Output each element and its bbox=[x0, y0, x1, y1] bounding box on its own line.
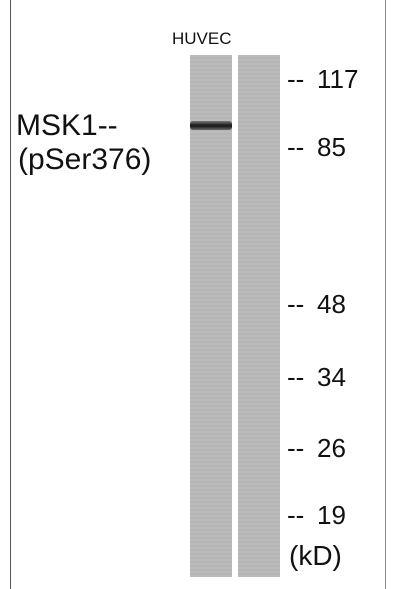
blot-lane-1 bbox=[190, 55, 232, 577]
marker-value: 85 bbox=[317, 132, 346, 162]
marker-value: 26 bbox=[317, 433, 346, 463]
marker-value: 19 bbox=[317, 500, 346, 530]
marker-26: -- 26 bbox=[287, 435, 346, 461]
marker-value: 117 bbox=[317, 64, 359, 94]
lane-label: HUVEC bbox=[172, 29, 232, 48]
marker-85: -- 85 bbox=[287, 134, 346, 160]
protein-name-label: MSK1-- bbox=[16, 109, 118, 142]
marker-dash: -- bbox=[287, 289, 305, 319]
marker-34: -- 34 bbox=[287, 364, 346, 390]
right-border-line bbox=[385, 0, 386, 589]
marker-19: -- 19 bbox=[287, 502, 346, 528]
unit-label: (kD) bbox=[289, 540, 342, 571]
protein-band bbox=[190, 121, 232, 130]
marker-dash: -- bbox=[287, 500, 305, 530]
marker-dash: -- bbox=[287, 64, 305, 94]
marker-dash: -- bbox=[287, 362, 305, 392]
marker-117: -- 117 bbox=[287, 66, 358, 92]
marker-dash: -- bbox=[287, 132, 305, 162]
blot-lane-2 bbox=[238, 55, 280, 577]
marker-dash: -- bbox=[287, 433, 305, 463]
marker-value: 48 bbox=[317, 289, 346, 319]
protein-site-label: (pSer376) bbox=[18, 143, 152, 176]
marker-48: -- 48 bbox=[287, 291, 346, 317]
marker-value: 34 bbox=[317, 362, 346, 392]
left-border-line bbox=[10, 0, 11, 589]
